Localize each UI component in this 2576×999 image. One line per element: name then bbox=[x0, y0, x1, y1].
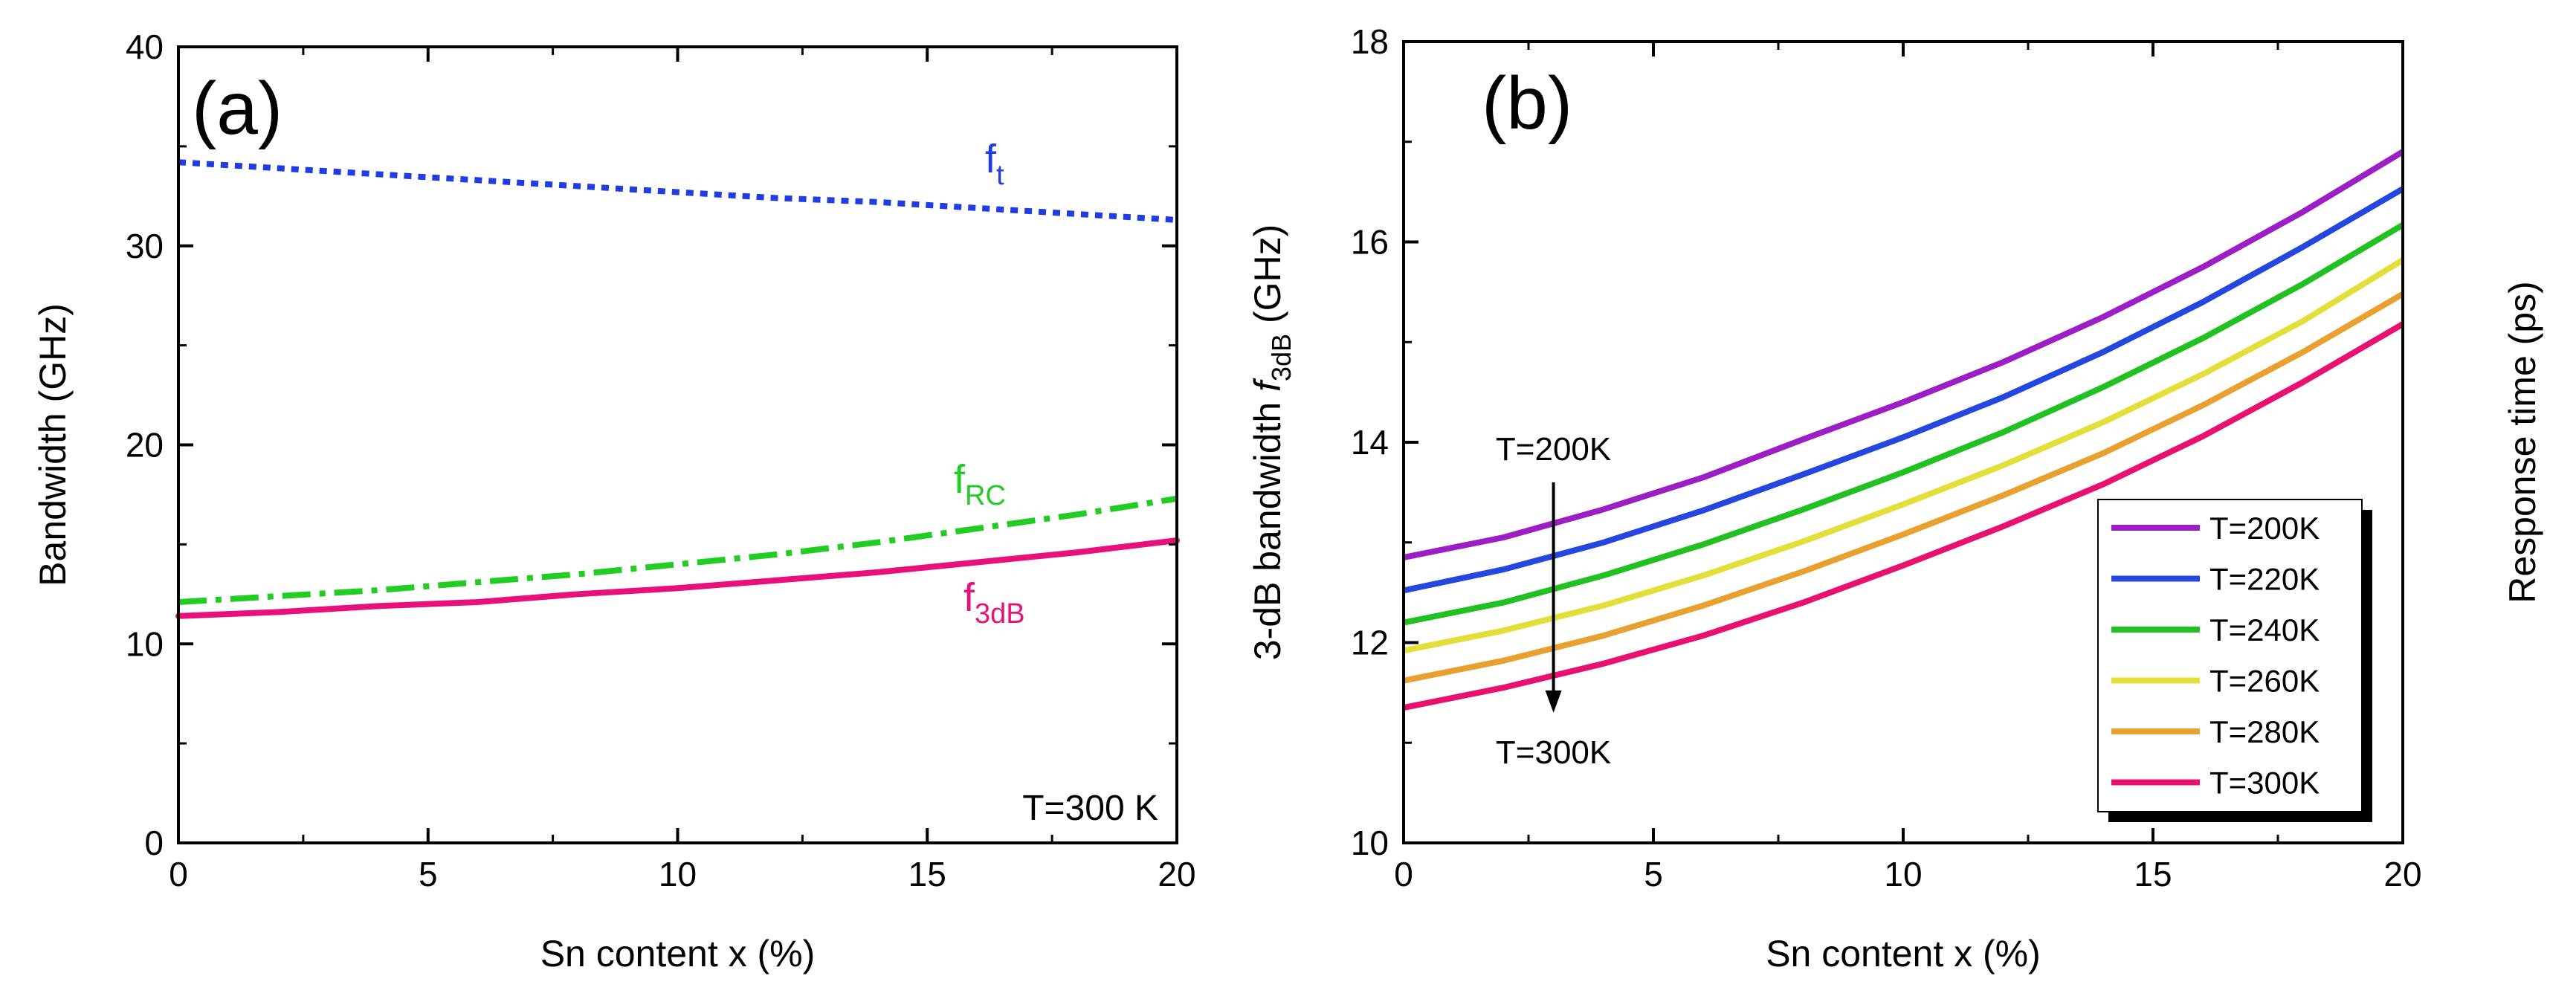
arrow-start-label: T=200K bbox=[1496, 431, 1611, 468]
y-axis-title-sub: 3dB bbox=[1266, 334, 1297, 381]
x-axis-title: Sn content x (%) bbox=[1766, 933, 2041, 974]
x-tick-label: 15 bbox=[2134, 855, 2172, 893]
series-line-t-200k bbox=[1403, 149, 2405, 560]
x-tick-label: 15 bbox=[908, 855, 946, 893]
series-label-f-t: ft bbox=[985, 137, 1004, 191]
panel-b: 05101520101214161822.42.83.2T=200KT=300K… bbox=[1247, 22, 2543, 974]
legend-label: T=200K bbox=[2209, 511, 2320, 546]
legend: T=200K T=220K T=240K T=260K T=280K T=300K bbox=[2097, 499, 2372, 822]
temperature-arrow-head bbox=[1545, 690, 1562, 713]
legend-box bbox=[2097, 499, 2363, 812]
x-tick-label: 20 bbox=[1158, 855, 1195, 893]
y-axis-title-unit: (GHz) bbox=[1247, 224, 1288, 334]
x-axis-title: Sn content x (%) bbox=[540, 933, 816, 974]
x-tick-label: 0 bbox=[169, 855, 188, 893]
legend-label: T=260K bbox=[2209, 664, 2320, 699]
y-tick-label: 30 bbox=[126, 227, 164, 265]
series-label-main: f bbox=[954, 457, 966, 502]
x-tick-label: 5 bbox=[419, 855, 438, 893]
series-label-main: f bbox=[963, 575, 975, 620]
panel-label: (a) bbox=[192, 67, 283, 150]
x-tick-label: 5 bbox=[1644, 855, 1663, 893]
series-line-t-240k bbox=[1403, 222, 2405, 626]
annotation-temperature: T=300 K bbox=[1022, 789, 1158, 828]
series-line-f-t bbox=[178, 159, 1178, 223]
arrow-end-label: T=300K bbox=[1496, 734, 1611, 771]
x-tick-label: 10 bbox=[659, 855, 697, 893]
x-tick-label: 20 bbox=[2383, 855, 2421, 893]
series-line-t-220k bbox=[1403, 186, 2405, 594]
legend-label: T=280K bbox=[2209, 714, 2320, 749]
series-label-sub: t bbox=[996, 160, 1004, 191]
series-line-t-300k bbox=[1403, 321, 2405, 711]
y-tick-label: 12 bbox=[1351, 624, 1389, 662]
y-tick-label: 18 bbox=[1351, 22, 1389, 61]
series-label-sub: 3dB bbox=[975, 598, 1025, 630]
series-label-f-3db: f3dB bbox=[963, 575, 1025, 630]
plot-frame bbox=[177, 45, 1178, 844]
series-label-main: f bbox=[985, 137, 997, 181]
y-axis-title: Bandwidth (GHz) bbox=[32, 303, 74, 586]
y2-axis-title: Response time (ps) bbox=[2502, 281, 2543, 604]
y-axis-title-main: 3-dB bandwidth bbox=[1247, 392, 1288, 660]
y-axis-title: 3-dB bandwidth f3dB (GHz) bbox=[1247, 224, 1297, 661]
y-tick-label: 0 bbox=[144, 824, 164, 862]
series-line-f-rc bbox=[178, 495, 1178, 605]
y-tick-label: 16 bbox=[1351, 223, 1389, 262]
legend-label: T=220K bbox=[2209, 562, 2320, 597]
series-label-f-rc: fRC bbox=[954, 457, 1006, 511]
y-tick-label: 40 bbox=[126, 28, 164, 66]
legend-label: T=300K bbox=[2209, 766, 2320, 801]
series-line-t-260k bbox=[1403, 257, 2405, 654]
panel-label: (b) bbox=[1482, 62, 1572, 145]
legend-label: T=240K bbox=[2209, 612, 2320, 647]
y-tick-label: 10 bbox=[126, 624, 164, 663]
y-tick-label: 14 bbox=[1351, 423, 1389, 462]
series-label-sub: RC bbox=[965, 480, 1006, 511]
series-line-f-3db bbox=[175, 537, 1180, 619]
y-tick-label: 20 bbox=[126, 426, 164, 465]
y-tick-label: 10 bbox=[1351, 824, 1389, 862]
x-tick-label: 0 bbox=[1394, 855, 1413, 893]
series-line-t-280k bbox=[1403, 291, 2405, 684]
x-tick-label: 10 bbox=[1884, 855, 1922, 893]
